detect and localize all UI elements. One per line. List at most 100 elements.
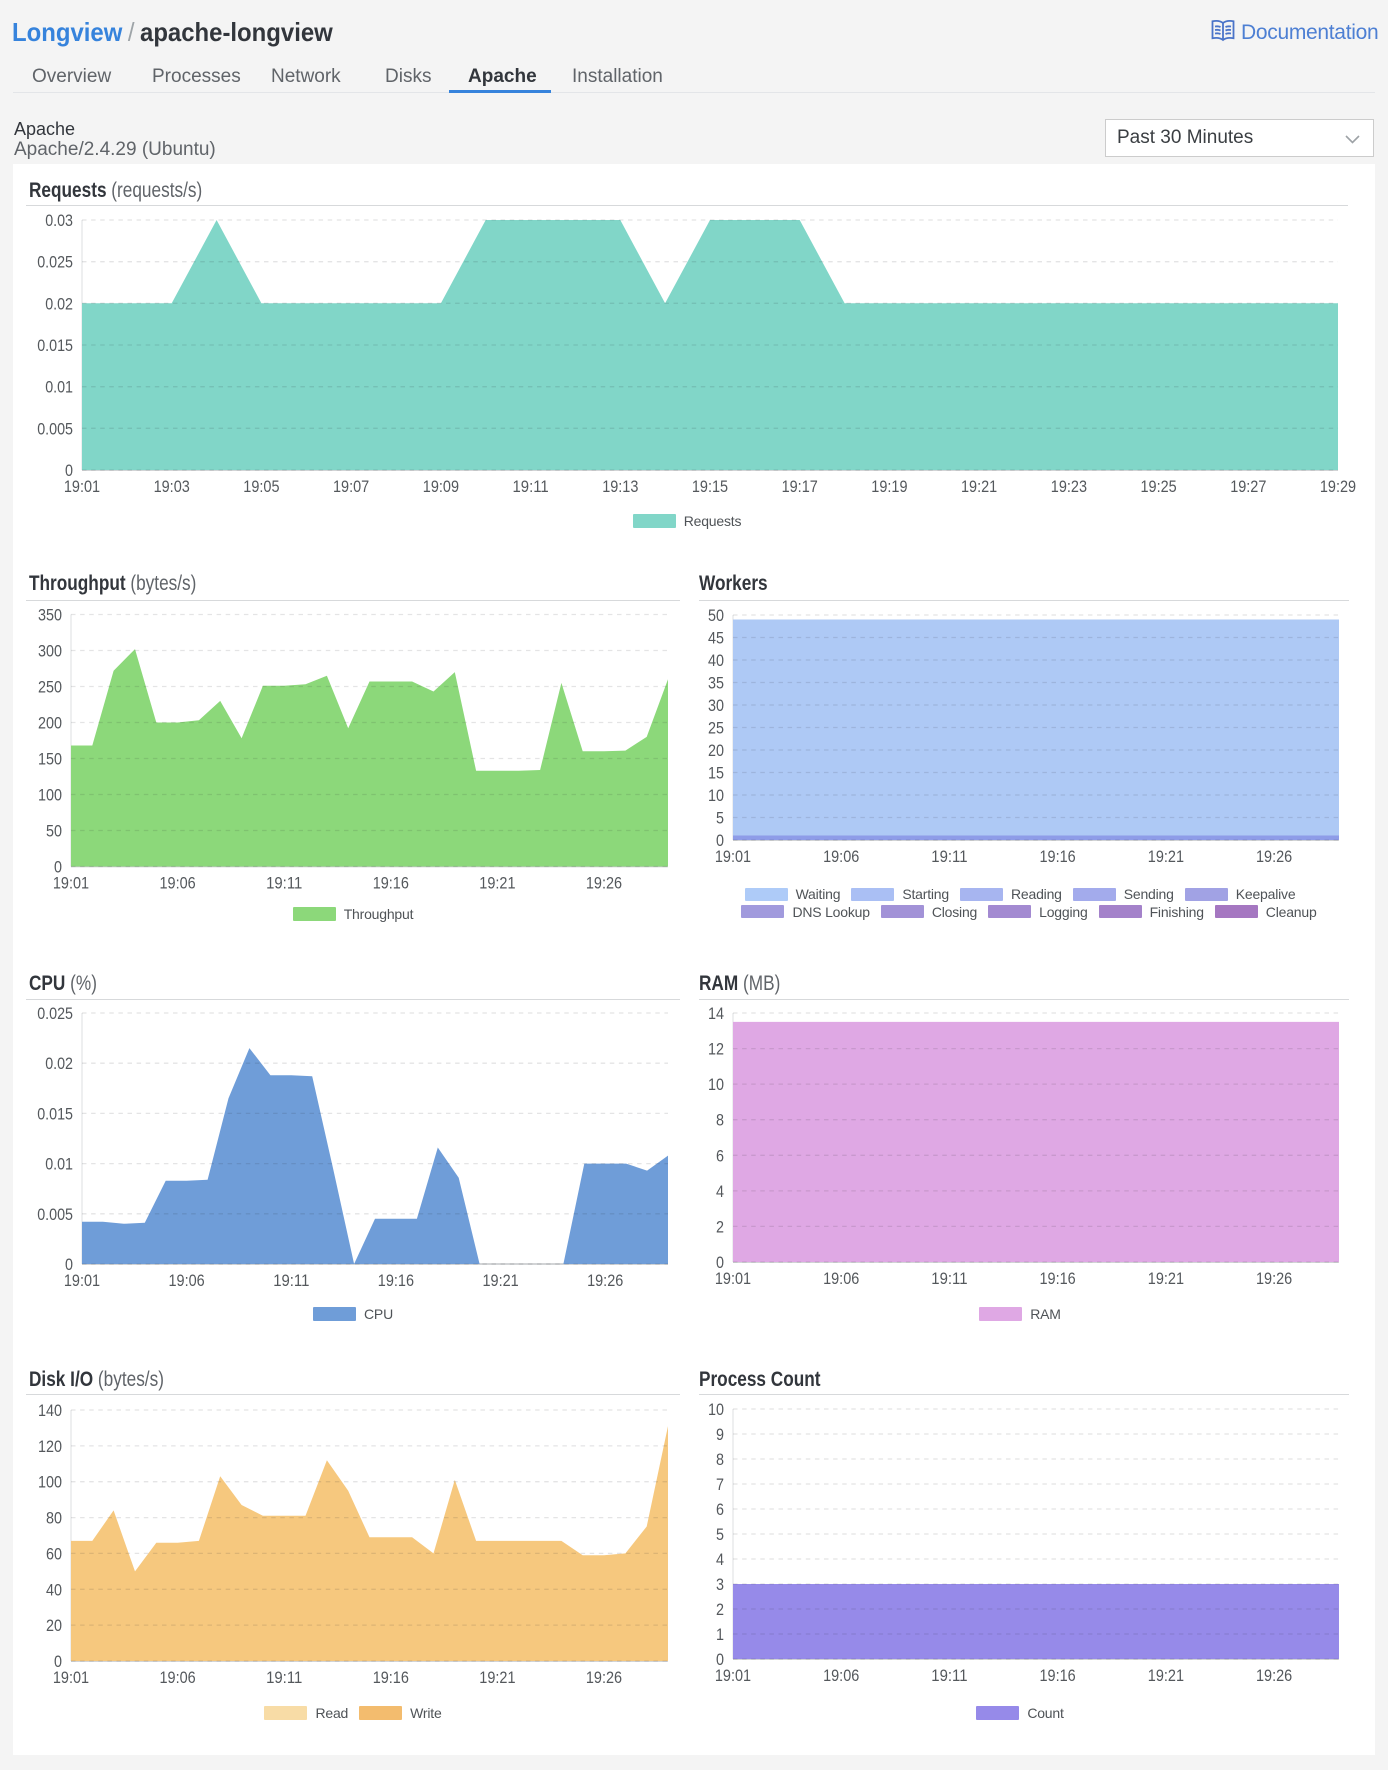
- svg-text:19:26: 19:26: [586, 874, 622, 893]
- svg-text:0: 0: [716, 1650, 724, 1669]
- svg-text:19:17: 19:17: [782, 477, 818, 496]
- svg-text:0.02: 0.02: [45, 1054, 73, 1073]
- svg-text:0.005: 0.005: [37, 1205, 73, 1224]
- svg-text:19:19: 19:19: [871, 477, 907, 496]
- svg-text:40: 40: [708, 651, 724, 670]
- svg-text:19:09: 19:09: [423, 477, 459, 496]
- svg-text:19:26: 19:26: [1256, 847, 1292, 866]
- svg-text:6: 6: [716, 1500, 724, 1519]
- svg-text:19:21: 19:21: [1148, 1666, 1184, 1685]
- svg-text:19:01: 19:01: [715, 847, 751, 866]
- svg-text:8: 8: [716, 1450, 724, 1469]
- svg-text:19:01: 19:01: [64, 1271, 100, 1290]
- svg-text:100: 100: [38, 1473, 62, 1492]
- svg-text:250: 250: [38, 678, 62, 697]
- svg-text:19:16: 19:16: [1040, 1269, 1076, 1288]
- svg-text:300: 300: [38, 642, 62, 661]
- svg-text:0: 0: [716, 831, 724, 850]
- svg-text:200: 200: [38, 714, 62, 733]
- svg-text:150: 150: [38, 750, 62, 769]
- svg-text:0.015: 0.015: [37, 1104, 73, 1123]
- svg-text:2: 2: [716, 1600, 724, 1619]
- svg-text:7: 7: [716, 1475, 724, 1494]
- svg-text:0: 0: [54, 1652, 62, 1671]
- svg-text:19:01: 19:01: [53, 874, 89, 893]
- svg-text:10: 10: [708, 1400, 724, 1419]
- svg-text:19:01: 19:01: [53, 1668, 89, 1687]
- svg-text:2: 2: [716, 1217, 724, 1236]
- svg-text:0: 0: [716, 1253, 724, 1272]
- svg-text:19:15: 19:15: [692, 477, 728, 496]
- svg-text:19:06: 19:06: [160, 1668, 196, 1687]
- svg-text:19:21: 19:21: [479, 1668, 515, 1687]
- svg-text:19:05: 19:05: [243, 477, 279, 496]
- svg-text:140: 140: [38, 1401, 62, 1420]
- svg-text:19:16: 19:16: [1040, 1666, 1076, 1685]
- svg-text:19:26: 19:26: [586, 1668, 622, 1687]
- svg-text:350: 350: [38, 606, 62, 625]
- svg-text:19:26: 19:26: [1256, 1666, 1292, 1685]
- svg-text:5: 5: [716, 809, 724, 828]
- svg-text:35: 35: [708, 674, 724, 693]
- svg-text:19:13: 19:13: [602, 477, 638, 496]
- svg-text:19:11: 19:11: [931, 847, 967, 866]
- svg-text:25: 25: [708, 719, 724, 738]
- svg-text:19:06: 19:06: [823, 847, 859, 866]
- svg-text:19:27: 19:27: [1230, 477, 1266, 496]
- svg-text:0.02: 0.02: [45, 294, 73, 313]
- svg-text:1: 1: [716, 1625, 724, 1644]
- svg-text:4: 4: [716, 1550, 724, 1569]
- svg-text:19:03: 19:03: [154, 477, 190, 496]
- svg-text:19:06: 19:06: [169, 1271, 205, 1290]
- svg-text:20: 20: [46, 1616, 62, 1635]
- svg-text:19:21: 19:21: [483, 1271, 519, 1290]
- svg-text:19:21: 19:21: [1148, 1269, 1184, 1288]
- svg-text:9: 9: [716, 1425, 724, 1444]
- svg-text:19:11: 19:11: [931, 1269, 967, 1288]
- svg-text:19:21: 19:21: [479, 874, 515, 893]
- svg-text:19:11: 19:11: [273, 1271, 309, 1290]
- svg-text:19:23: 19:23: [1051, 477, 1087, 496]
- svg-text:14: 14: [708, 1004, 724, 1023]
- svg-text:45: 45: [708, 629, 724, 648]
- svg-text:8: 8: [716, 1111, 724, 1130]
- svg-text:19:26: 19:26: [1256, 1269, 1292, 1288]
- svg-text:19:16: 19:16: [373, 1668, 409, 1687]
- svg-text:0: 0: [54, 858, 62, 877]
- svg-text:0.015: 0.015: [37, 336, 73, 355]
- svg-text:19:11: 19:11: [513, 477, 549, 496]
- svg-text:4: 4: [716, 1182, 724, 1201]
- svg-text:50: 50: [46, 822, 62, 841]
- svg-text:19:16: 19:16: [1040, 847, 1076, 866]
- svg-text:60: 60: [46, 1544, 62, 1563]
- svg-text:19:06: 19:06: [823, 1269, 859, 1288]
- svg-text:19:06: 19:06: [160, 874, 196, 893]
- svg-text:40: 40: [46, 1580, 62, 1599]
- svg-text:19:11: 19:11: [931, 1666, 967, 1685]
- svg-text:10: 10: [708, 786, 724, 805]
- svg-text:19:11: 19:11: [266, 1668, 302, 1687]
- svg-text:80: 80: [46, 1509, 62, 1528]
- svg-text:19:06: 19:06: [823, 1666, 859, 1685]
- svg-text:19:21: 19:21: [1148, 847, 1184, 866]
- svg-text:0.03: 0.03: [45, 211, 73, 230]
- svg-text:19:11: 19:11: [266, 874, 302, 893]
- svg-text:19:01: 19:01: [64, 477, 100, 496]
- svg-text:0.01: 0.01: [45, 1155, 73, 1174]
- svg-text:100: 100: [38, 786, 62, 805]
- svg-text:0.005: 0.005: [37, 419, 73, 438]
- svg-text:19:16: 19:16: [378, 1271, 414, 1290]
- svg-text:15: 15: [708, 764, 724, 783]
- svg-text:19:26: 19:26: [587, 1271, 623, 1290]
- svg-text:3: 3: [716, 1575, 724, 1594]
- svg-text:19:01: 19:01: [715, 1666, 751, 1685]
- svg-text:0.01: 0.01: [45, 378, 73, 397]
- svg-text:0.025: 0.025: [37, 1004, 73, 1023]
- svg-text:50: 50: [708, 606, 724, 625]
- svg-text:0.025: 0.025: [37, 253, 73, 272]
- svg-text:19:25: 19:25: [1141, 477, 1177, 496]
- svg-text:0: 0: [65, 1255, 73, 1274]
- svg-text:5: 5: [716, 1525, 724, 1544]
- svg-text:19:16: 19:16: [373, 874, 409, 893]
- svg-text:19:07: 19:07: [333, 477, 369, 496]
